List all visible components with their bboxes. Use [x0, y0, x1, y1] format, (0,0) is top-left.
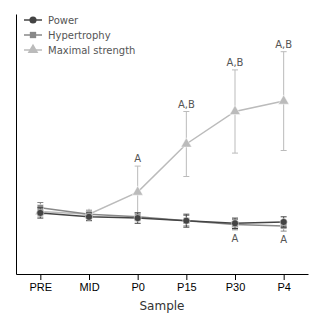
x-tick-label: MID [79, 281, 99, 293]
x-tick-label: P4 [277, 281, 290, 293]
legend-marker [29, 16, 36, 23]
x-tick-mark [186, 274, 187, 280]
legend-item: Hypertrophy [24, 30, 111, 41]
series [37, 208, 287, 229]
plot-area [35, 52, 289, 231]
error-bar [37, 208, 43, 218]
point [278, 95, 289, 104]
annotation: A,B [275, 39, 292, 50]
point [132, 186, 143, 195]
annotations: A A,B A,B A,B A A [134, 39, 292, 245]
series-line [40, 213, 283, 223]
legend: Power Hypertrophy Maximal strength [24, 15, 135, 56]
x-tick-mark [40, 274, 41, 280]
point [37, 209, 44, 216]
x-tick-label: P15 [177, 281, 197, 293]
x-axis-line [17, 274, 309, 275]
legend-item: Maximal strength [24, 44, 135, 56]
point [183, 217, 190, 224]
point [280, 218, 287, 225]
annotation: A,B [178, 99, 195, 110]
point [181, 138, 192, 147]
x-axis: PRE MID P0 P15 P30 P4 [17, 274, 309, 293]
x-tick: MID [79, 274, 99, 293]
annotation: A [280, 234, 287, 245]
annotation: A [232, 233, 239, 244]
x-tick-label: PRE [30, 281, 53, 293]
series-line [40, 101, 283, 214]
legend-label: Maximal strength [48, 45, 135, 56]
x-tick: PRE [30, 274, 53, 293]
point [231, 220, 238, 227]
x-tick: P30 [226, 274, 246, 293]
error-bar [183, 214, 189, 227]
annotation: A [134, 153, 141, 164]
x-tick-mark [235, 274, 236, 280]
x-tick-label: P30 [226, 281, 246, 293]
chart: PRE MID P0 P15 P30 P4 Sample A A,B A,B A,B A A Power H… [0, 0, 320, 320]
legend-item: Power [24, 15, 79, 26]
series [35, 52, 289, 218]
error-bar [281, 217, 287, 227]
x-tick: P4 [277, 274, 290, 293]
x-axis-title: Sample [140, 299, 185, 313]
annotation: A,B [227, 57, 244, 68]
point [85, 213, 92, 220]
series [37, 203, 287, 232]
series-line [40, 208, 283, 226]
legend-label: Hypertrophy [48, 30, 111, 41]
y-axis-line [16, 15, 17, 275]
legend-label: Power [48, 15, 79, 26]
legend-marker [30, 32, 36, 38]
y-axis [16, 15, 17, 275]
error-bar [135, 213, 141, 223]
x-tick-mark [89, 274, 90, 280]
x-tick: P15 [177, 274, 197, 293]
x-tick: P0 [131, 274, 144, 293]
x-tick-mark [284, 274, 285, 280]
error-bar [183, 216, 189, 226]
x-tick-mark [138, 274, 139, 280]
legend-marker [28, 44, 39, 53]
error-bar [86, 213, 92, 221]
x-tick-label: P0 [131, 281, 144, 293]
point [134, 215, 141, 222]
point [230, 105, 241, 114]
point [183, 218, 189, 224]
error-bar [232, 218, 238, 228]
